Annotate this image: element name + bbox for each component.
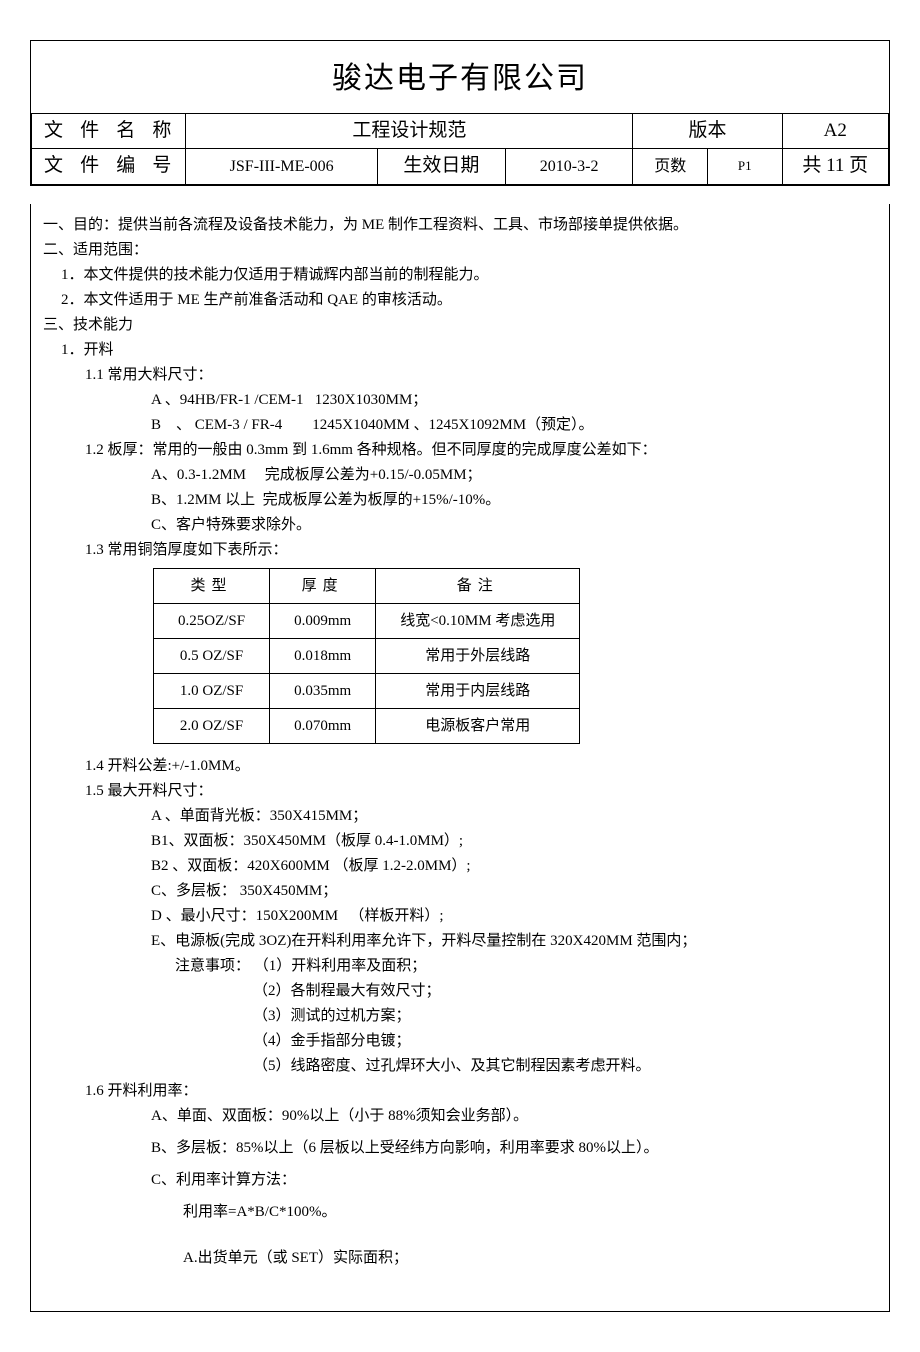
table-header-row: 类型 厚度 备注 xyxy=(154,568,580,603)
table-cell: 电源板客户常用 xyxy=(376,708,580,743)
copper-thickness-table: 类型 厚度 备注 0.25OZ/SF0.009mm线宽<0.10MM 考虑选用0… xyxy=(153,568,580,744)
eff-date-label: 生效日期 xyxy=(377,149,505,184)
section-3-1-5: 1.5 最大开料尺寸： xyxy=(43,779,877,803)
section-3-1-6c: C、利用率计算方法： xyxy=(43,1168,877,1192)
section-3-1-5-n2: （2）各制程最大有效尺寸； xyxy=(43,979,877,1003)
section-3-1-1b: B 、 CEM-3 / FR-4 1245X1040MM 、1245X1092M… xyxy=(43,413,877,437)
table-cell: 0.25OZ/SF xyxy=(154,603,270,638)
col-thickness: 厚度 xyxy=(270,568,376,603)
col-remark: 备注 xyxy=(376,568,580,603)
section-3-1-2b: B、1.2MM 以上 完成板厚公差为板厚的+15%/-10%。 xyxy=(43,488,877,512)
section-3: 三、技术能力 xyxy=(43,313,877,337)
section-2-1: 1．本文件提供的技术能力仅适用于精诚辉内部当前的制程能力。 xyxy=(43,263,877,287)
company-title: 骏达电子有限公司 xyxy=(31,41,889,113)
section-3-1-6b: B、多层板：85%以上（6 层板以上受经纬方向影响，利用率要求 80%以上）。 xyxy=(43,1136,877,1160)
section-3-1-1a: A 、94HB/FR-1 /CEM-1 1230X1030MM； xyxy=(43,388,877,412)
doc-name-label: 文件名称 xyxy=(32,114,186,149)
eff-date: 2010-3-2 xyxy=(505,149,633,184)
table-row: 0.5 OZ/SF0.018mm常用于外层线路 xyxy=(154,638,580,673)
section-3-1-5-n3: （3）测试的过机方案； xyxy=(43,1004,877,1028)
table-cell: 0.035mm xyxy=(270,673,376,708)
doc-name: 工程设计规范 xyxy=(186,114,633,149)
section-3-1-2: 1.2 板厚：常用的一般由 0.3mm 到 1.6mm 各种规格。但不同厚度的完… xyxy=(43,438,877,462)
section-3-1-4: 1.4 开料公差:+/-1.0MM。 xyxy=(43,754,877,778)
document-body: 一、目的：提供当前各流程及设备技术能力，为 ME 制作工程资料、工具、市场部接单… xyxy=(30,204,890,1312)
section-3-1-5a: A 、单面背光板：350X415MM； xyxy=(43,804,877,828)
section-3-1-6c-a: A.出货单元（或 SET）实际面积； xyxy=(43,1246,877,1270)
section-3-1-5d: D 、最小尺寸：150X200MM （样板开料）; xyxy=(43,904,877,928)
section-3-1-1: 1.1 常用大料尺寸： xyxy=(43,363,877,387)
col-type: 类型 xyxy=(154,568,270,603)
section-3-1-5b2: B2 、双面板：420X600MM （板厚 1.2-2.0MM）; xyxy=(43,854,877,878)
section-3-1-2a: A、0.3-1.2MM 完成板厚公差为+0.15/-0.05MM； xyxy=(43,463,877,487)
table-cell: 2.0 OZ/SF xyxy=(154,708,270,743)
table-cell: 0.018mm xyxy=(270,638,376,673)
section-3-1-3: 1.3 常用铜箔厚度如下表所示： xyxy=(43,538,877,562)
doc-no-label: 文件编号 xyxy=(32,149,186,184)
version: A2 xyxy=(782,114,888,149)
page-total: 共 11 页 xyxy=(782,149,888,184)
section-3-1-5-note: 注意事项： （1）开料利用率及面积； xyxy=(43,954,877,978)
section-3-1-2c: C、客户特殊要求除外。 xyxy=(43,513,877,537)
table-cell: 1.0 OZ/SF xyxy=(154,673,270,708)
table-cell: 0.009mm xyxy=(270,603,376,638)
table-cell: 0.070mm xyxy=(270,708,376,743)
section-3-1-5-n5: （5）线路密度、过孔焊环大小、及其它制程因素考虑开料。 xyxy=(43,1054,877,1078)
section-2-2: 2．本文件适用于 ME 生产前准备活动和 QAE 的审核活动。 xyxy=(43,288,877,312)
page-no: P1 xyxy=(708,149,783,184)
section-3-1-5-n4: （4）金手指部分电镀； xyxy=(43,1029,877,1053)
document-header: 骏达电子有限公司 文件名称 工程设计规范 版本 A2 文件编号 JSF-III-… xyxy=(30,40,890,186)
table-row: 1.0 OZ/SF0.035mm常用于内层线路 xyxy=(154,673,580,708)
section-3-1: 1．开料 xyxy=(43,338,877,362)
table-cell: 0.5 OZ/SF xyxy=(154,638,270,673)
section-3-1-6c-formula: 利用率=A*B/C*100%。 xyxy=(43,1200,877,1224)
page-label: 页数 xyxy=(633,149,708,184)
section-3-1-5e: E、电源板(完成 3OZ)在开料利用率允许下，开料尽量控制在 320X420MM… xyxy=(43,929,877,953)
version-label: 版本 xyxy=(633,114,782,149)
section-3-1-6a: A、单面、双面板：90%以上（小于 88%须知会业务部）。 xyxy=(43,1104,877,1128)
table-cell: 线宽<0.10MM 考虑选用 xyxy=(376,603,580,638)
table-row: 2.0 OZ/SF0.070mm电源板客户常用 xyxy=(154,708,580,743)
section-1: 一、目的：提供当前各流程及设备技术能力，为 ME 制作工程资料、工具、市场部接单… xyxy=(43,213,877,237)
section-2: 二、适用范围： xyxy=(43,238,877,262)
section-3-1-5c: C、多层板： 350X450MM； xyxy=(43,879,877,903)
table-cell: 常用于外层线路 xyxy=(376,638,580,673)
table-cell: 常用于内层线路 xyxy=(376,673,580,708)
section-3-1-6: 1.6 开料利用率： xyxy=(43,1079,877,1103)
header-meta-table: 文件名称 工程设计规范 版本 A2 文件编号 JSF-III-ME-006 生效… xyxy=(31,113,889,185)
doc-no: JSF-III-ME-006 xyxy=(186,149,378,184)
section-3-1-5b1: B1、双面板：350X450MM（板厚 0.4-1.0MM）; xyxy=(43,829,877,853)
table-row: 0.25OZ/SF0.009mm线宽<0.10MM 考虑选用 xyxy=(154,603,580,638)
